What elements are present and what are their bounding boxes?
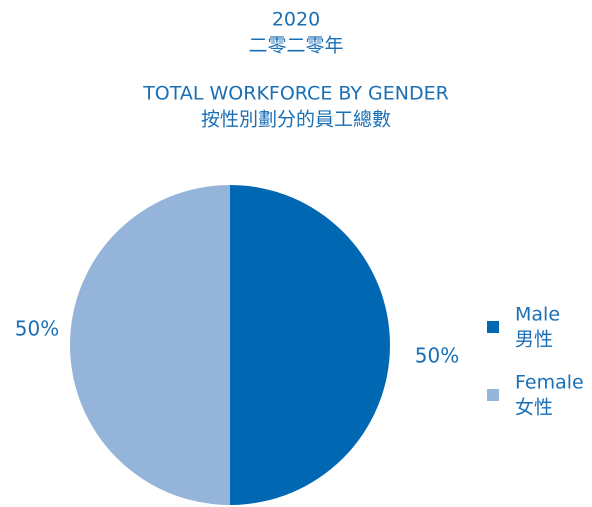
legend-swatch (487, 321, 499, 333)
chart-subtitle: 按性別劃分的員工總數 (201, 109, 391, 131)
chart-title: 二零二零年 (248, 35, 343, 57)
chart-subtitle: TOTAL WORKFORCE BY GENDER (142, 83, 449, 105)
legend-label: Male (515, 304, 560, 326)
value-label: 50% (15, 317, 59, 341)
legend-label: Female (515, 372, 584, 394)
pie-slice (230, 185, 390, 505)
legend-label: 女性 (515, 397, 553, 419)
chart-title: 2020 (272, 9, 320, 31)
pie-slice (70, 185, 230, 505)
value-label: 50% (415, 344, 459, 368)
legend-swatch (487, 389, 499, 401)
legend-label: 男性 (515, 329, 553, 351)
